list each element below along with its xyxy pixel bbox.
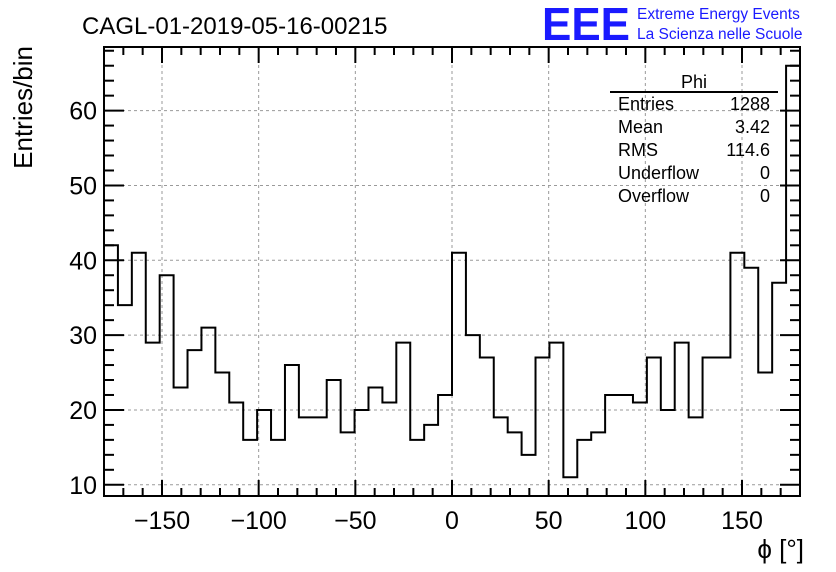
histogram-bin	[201, 328, 215, 496]
x-tick-label: −50	[334, 507, 376, 535]
logo-line-2: La Scienza nelle Scuole	[637, 26, 802, 43]
x-tick-label: 150	[721, 507, 763, 535]
histogram-bin	[563, 477, 577, 496]
histogram-bin	[341, 432, 355, 496]
histogram-bin	[313, 417, 327, 496]
histogram-bin	[480, 358, 494, 496]
chart-title: CAGL-01-2019-05-16-00215	[82, 13, 388, 40]
histogram-bin	[271, 440, 285, 496]
stats-row-label: Underflow	[618, 163, 700, 183]
histogram-bin	[118, 305, 132, 496]
histogram-bin	[758, 373, 772, 496]
histogram-bin	[215, 373, 229, 496]
logo-eee: EEE	[542, 0, 630, 50]
histogram-bin	[786, 66, 800, 496]
histogram-bin	[396, 343, 410, 496]
histogram-bin	[174, 387, 188, 496]
y-tick-label: 30	[69, 322, 97, 350]
histogram-bin	[744, 268, 758, 496]
histogram-bin	[368, 387, 382, 496]
histogram-bin	[466, 335, 480, 496]
histogram-bin	[647, 358, 661, 496]
histogram-bin	[327, 380, 341, 496]
y-tick-label: 40	[69, 247, 97, 275]
x-tick-label: −150	[134, 507, 190, 535]
stats-box: Phi Entries 1288 Mean 3.42 RMS 114.6 Underflow…	[610, 72, 778, 206]
histogram-outline	[104, 64, 800, 479]
histogram-bin	[146, 343, 160, 496]
stats-row-label: Overflow	[618, 186, 690, 206]
histogram-bin	[591, 432, 605, 496]
histogram-bin	[661, 410, 675, 496]
histogram-bin	[703, 358, 717, 496]
stats-title: Phi	[681, 72, 707, 92]
histogram-bin	[452, 253, 466, 496]
histogram-bin	[716, 358, 730, 496]
stats-row-value: 1288	[730, 94, 770, 114]
histogram-bin	[188, 350, 202, 496]
y-tick-label: 50	[69, 172, 97, 200]
histogram-bin	[772, 283, 786, 496]
x-tick-label: 0	[445, 507, 459, 535]
histogram-bin	[229, 402, 243, 496]
histogram-bin	[382, 402, 396, 496]
y-axis: 10 20 30 40 50 60	[69, 49, 800, 500]
y-tick-label: 10	[69, 472, 97, 500]
eee-logo: EEE Extreme Energy Events La Scienza nel…	[542, 0, 802, 50]
x-tick-label: 50	[535, 507, 563, 535]
histogram-bin	[438, 395, 452, 496]
histogram-bin	[549, 343, 563, 496]
stats-row-value: 114.6	[726, 140, 770, 160]
stats-row-label: RMS	[618, 140, 658, 160]
x-tick-label: 100	[624, 507, 666, 535]
histogram-bin	[410, 440, 424, 496]
histogram-bins	[104, 66, 800, 496]
histogram-bin	[160, 275, 174, 496]
histogram-bin	[730, 253, 744, 496]
histogram-bin	[536, 358, 550, 496]
histogram-bin	[494, 417, 508, 496]
logo-line-1: Extreme Energy Events	[637, 6, 800, 23]
stats-row-label: Entries	[618, 94, 674, 114]
histogram-bin	[132, 253, 146, 496]
histogram-bin	[424, 425, 438, 496]
stats-row-label: Mean	[618, 117, 663, 137]
x-tick-label: −100	[231, 507, 287, 535]
histogram-bin	[243, 440, 257, 496]
histogram-bin	[508, 432, 522, 496]
histogram-bin	[104, 245, 118, 496]
stats-row-value: 0	[760, 163, 770, 183]
x-axis-label: ϕ [°]	[757, 534, 804, 564]
histogram-bin	[605, 395, 619, 496]
histogram-bin	[689, 417, 703, 496]
histogram-bin	[619, 395, 633, 496]
histogram-bin	[675, 343, 689, 496]
stats-row-value: 3.42	[735, 117, 770, 137]
stats-rows: Entries 1288 Mean 3.42 RMS 114.6 Underflow 0 Ove…	[618, 94, 770, 206]
histogram-bin	[299, 417, 313, 496]
stats-row-value: 0	[760, 186, 770, 206]
x-axis: −150 −100 −50 0 50 100 150	[103, 47, 801, 535]
y-tick-label: 20	[69, 397, 97, 425]
histogram-bin	[285, 365, 299, 496]
y-axis-label: Entries/bin	[8, 46, 38, 169]
y-tick-label: 60	[69, 98, 97, 126]
histogram-bin	[577, 440, 591, 496]
histogram-bin	[355, 410, 369, 496]
